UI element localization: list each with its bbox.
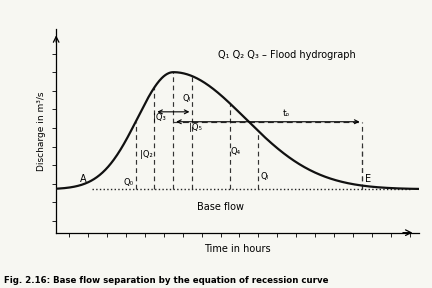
Text: Q₀: Q₀ [124,178,133,187]
Y-axis label: Discharge in m³/s: Discharge in m³/s [37,91,46,171]
Text: Base flow: Base flow [197,202,244,212]
Text: Qₗ: Qₗ [260,172,268,181]
Text: Q₁ Q₂ Q₃ – Flood hydrograph: Q₁ Q₂ Q₃ – Flood hydrograph [218,50,356,60]
Text: |Q₂: |Q₂ [140,150,152,159]
Text: Q₄: Q₄ [230,147,240,156]
Text: |Q₅: |Q₅ [189,123,202,132]
Text: |Q₃: |Q₃ [153,113,166,122]
Text: Fig. 2.16: Base flow separation by the equation of recession curve: Fig. 2.16: Base flow separation by the e… [4,276,329,285]
Text: A: A [80,174,86,184]
Text: E: E [365,174,371,184]
Text: Qₗ: Qₗ [183,94,191,103]
X-axis label: Time in hours: Time in hours [204,244,271,254]
Text: tₒ: tₒ [283,109,290,118]
